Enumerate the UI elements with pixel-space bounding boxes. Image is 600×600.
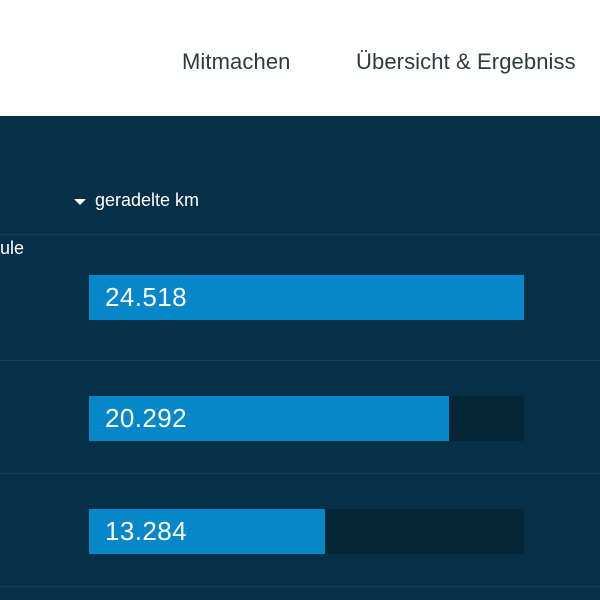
table-header-row: geradelte km xyxy=(0,116,600,235)
km-bar-value: 20.292 xyxy=(105,403,187,433)
top-navigation-bar: Mitmachen Übersicht & Ergebniss xyxy=(0,0,600,116)
row-name-fragment: ule xyxy=(0,238,25,258)
km-bar-fill xyxy=(89,275,524,320)
km-bar-track: 24.518 xyxy=(89,275,524,320)
km-bar-track: 20.292 xyxy=(89,396,524,441)
table-row: 13.284 xyxy=(0,474,600,587)
sort-header-label: geradelte km xyxy=(95,190,200,210)
sort-caret-down-icon xyxy=(74,198,86,205)
ranking-table: geradelte km ule 24.518 20.292 13.284 xyxy=(0,116,600,600)
km-bar-fill xyxy=(89,396,450,441)
km-bar-value: 13.284 xyxy=(105,516,187,546)
table-row: 20.292 xyxy=(0,361,600,474)
sort-header-geradelte-km[interactable]: geradelte km xyxy=(74,190,199,211)
km-bar-fill xyxy=(89,509,325,554)
km-bar-track: 13.284 xyxy=(89,509,524,554)
km-bar-value: 24.518 xyxy=(105,282,187,312)
table-row: 24.518 xyxy=(0,234,600,361)
nav-link-mitmachen[interactable]: Mitmachen xyxy=(182,49,291,74)
nav-link-uebersicht-ergebnisse[interactable]: Übersicht & Ergebniss xyxy=(356,49,576,74)
